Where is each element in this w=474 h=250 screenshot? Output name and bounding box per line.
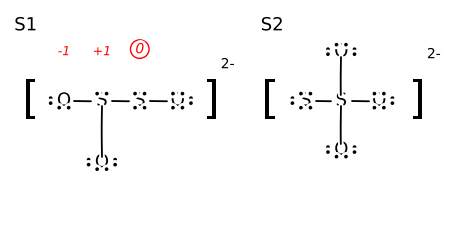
Text: [: [ bbox=[262, 80, 279, 123]
Text: S: S bbox=[96, 92, 108, 110]
Text: S2: S2 bbox=[261, 17, 283, 35]
Text: [: [ bbox=[22, 80, 39, 123]
Text: O: O bbox=[372, 92, 386, 110]
Text: ]: ] bbox=[409, 80, 426, 123]
Text: O: O bbox=[334, 44, 348, 62]
Text: O: O bbox=[171, 92, 185, 110]
Text: O: O bbox=[57, 92, 71, 110]
Text: O: O bbox=[334, 141, 348, 159]
Text: -1: -1 bbox=[58, 46, 70, 59]
Text: S: S bbox=[134, 92, 146, 110]
Text: O: O bbox=[95, 154, 109, 172]
Text: 2-: 2- bbox=[221, 58, 234, 72]
Text: 2-: 2- bbox=[427, 48, 440, 62]
Text: S: S bbox=[336, 92, 347, 110]
Text: 0: 0 bbox=[136, 43, 144, 57]
Text: +1: +1 bbox=[92, 46, 111, 59]
Text: ]: ] bbox=[202, 80, 219, 123]
Text: S: S bbox=[300, 92, 311, 110]
Text: S1: S1 bbox=[14, 17, 37, 35]
